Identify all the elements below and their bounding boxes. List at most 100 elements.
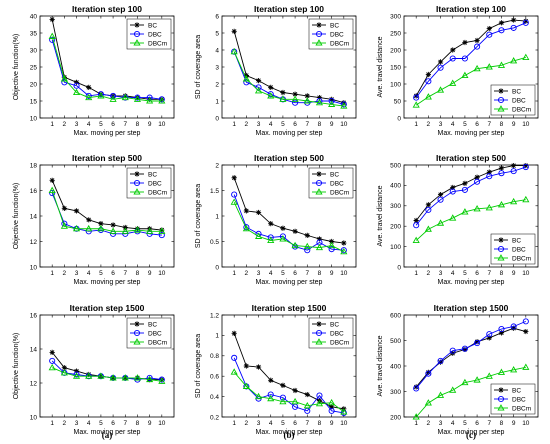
data-point-bc xyxy=(49,16,55,22)
x-tick-label: 1 xyxy=(414,270,418,277)
data-point-bc xyxy=(280,225,286,231)
data-point-dbcm xyxy=(485,372,493,379)
data-point-dbc xyxy=(292,99,299,106)
y-axis-label: Ave. travel distance xyxy=(377,335,384,396)
data-point-bc xyxy=(86,371,92,378)
data-point-bc xyxy=(110,222,116,228)
y-tick-label: 0 xyxy=(215,115,219,122)
x-tick-label: 8 xyxy=(318,270,322,277)
y-tick-label: 14 xyxy=(30,213,38,220)
data-point-dbcm xyxy=(109,95,117,102)
y-tick-label: 10 xyxy=(30,115,38,122)
series-line-dbcm xyxy=(415,57,526,106)
x-tick-label: 9 xyxy=(330,121,334,128)
data-point-dbcm xyxy=(461,378,469,386)
legend-label: DBC xyxy=(148,330,162,337)
y-tick-label: 0.4 xyxy=(210,394,219,401)
data-point-dbcm xyxy=(303,242,311,250)
data-point-bc xyxy=(498,330,505,336)
y-tick-label: 1 xyxy=(215,333,219,340)
series-line-bc xyxy=(51,180,162,231)
x-tick-label: 4 xyxy=(269,121,273,128)
data-point-bc xyxy=(280,382,286,388)
data-point-dbcm xyxy=(48,186,56,194)
data-point-dbcm xyxy=(279,397,287,405)
legend-marker xyxy=(316,321,322,327)
subfigure-label-2: (b) xyxy=(284,430,295,440)
x-tick-label: 4 xyxy=(451,121,455,128)
data-point-dbcm xyxy=(303,97,311,104)
x-tick-label: 10 xyxy=(158,420,166,427)
data-point-dbcm xyxy=(97,372,105,379)
data-point-dbc xyxy=(328,407,335,414)
x-tick-label: 10 xyxy=(522,420,530,427)
data-point-dbc xyxy=(413,385,420,392)
legend: BC DBC DBCm xyxy=(308,317,354,349)
data-point-dbcm xyxy=(315,399,324,407)
data-point-dbc xyxy=(413,94,420,101)
data-point-dbcm xyxy=(461,71,469,79)
y-tick-label: 20 xyxy=(30,81,38,88)
y-tick-label: 12 xyxy=(30,380,38,387)
x-tick-label: 10 xyxy=(340,420,348,427)
series-line-dbc xyxy=(233,194,344,251)
x-tick-label: 2 xyxy=(245,270,249,277)
data-point-dbc xyxy=(498,27,505,34)
y-tick-label: 4 xyxy=(215,47,219,54)
y-tick-label: 40 xyxy=(30,13,38,20)
data-point-dbc xyxy=(267,391,274,398)
x-tick-label: 8 xyxy=(500,270,504,277)
series-line-dbcm xyxy=(52,367,162,382)
data-point-bc xyxy=(255,209,262,216)
x-tick-label: 5 xyxy=(99,121,103,128)
data-point-bc xyxy=(255,78,262,84)
data-point-dbcm xyxy=(497,61,506,68)
data-point-dbcm xyxy=(473,205,481,212)
data-point-dbc xyxy=(510,24,517,31)
y-tick-label: 1 xyxy=(215,213,219,220)
legend-marker xyxy=(133,329,141,337)
data-point-dbcm xyxy=(424,225,432,232)
y-axis-label: Objective function(%) xyxy=(13,183,20,250)
x-tick-label: 6 xyxy=(293,121,297,128)
legend: BC DBC DBCm xyxy=(308,18,354,50)
x-tick-label: 2 xyxy=(63,121,67,128)
series-bc xyxy=(231,175,347,246)
data-point-dbcm xyxy=(230,47,238,55)
data-point-dbc xyxy=(461,186,468,193)
legend-label: DBCm xyxy=(148,339,167,346)
x-tick-label: 7 xyxy=(487,270,491,277)
legend-label: DBC xyxy=(330,180,344,187)
data-point-dbcm xyxy=(60,75,68,82)
data-point-bc xyxy=(231,175,237,181)
y-tick-label: 0.2 xyxy=(210,414,219,421)
x-tick-label: 9 xyxy=(148,420,152,427)
panel-1-2: Iteration step 100 1 2 3 4 5 6 7 8 9 10 0 1 2 3 4 5 6 Max.… xyxy=(195,4,357,137)
x-tick-label: 3 xyxy=(439,270,443,277)
data-point-dbc xyxy=(158,232,165,239)
legend-marker xyxy=(497,96,505,104)
data-point-dbc xyxy=(474,43,481,50)
x-tick-label: 5 xyxy=(463,270,467,277)
x-tick-label: 9 xyxy=(148,270,152,277)
x-tick-label: 6 xyxy=(293,270,297,277)
y-axis-label: Ave. travel distance xyxy=(377,36,384,97)
data-point-bc xyxy=(329,96,335,102)
series-dbcm xyxy=(48,32,166,104)
data-point-bc xyxy=(243,208,249,214)
y-axis-label: SD of coverage area xyxy=(195,334,202,398)
y-tick-label: 15 xyxy=(30,98,38,105)
data-point-dbcm xyxy=(303,401,311,409)
data-point-bc xyxy=(49,349,55,355)
data-point-bc xyxy=(413,93,419,99)
x-tick-label: 1 xyxy=(414,121,418,128)
data-point-dbcm xyxy=(121,93,129,101)
data-point-dbcm xyxy=(48,363,56,371)
legend-marker xyxy=(497,245,505,253)
data-point-dbcm xyxy=(267,394,275,402)
data-point-bc xyxy=(523,163,529,169)
x-tick-label: 8 xyxy=(136,270,140,277)
data-point-dbc xyxy=(510,168,517,175)
data-point-dbc xyxy=(243,79,250,86)
data-point-dbc xyxy=(73,371,80,378)
